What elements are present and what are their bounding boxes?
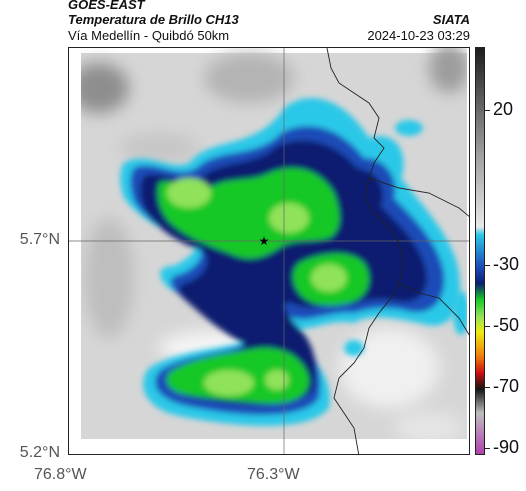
lat-tick-2: 5.2°N xyxy=(19,444,60,461)
datetime-label: 2024-10-23 03:29 xyxy=(367,28,470,43)
colorbar-label-20: 20 xyxy=(493,99,514,119)
lon-tick-2: 76.3°W xyxy=(247,466,300,483)
colorbar-label-minus90: -90 xyxy=(493,437,520,457)
boundary-line xyxy=(326,48,405,454)
colorbar-tick xyxy=(485,326,490,327)
satellite-title: GOES-EAST xyxy=(68,0,145,12)
org-label: SIATA xyxy=(432,12,470,27)
product-title: Temperatura de Brillo CH13 xyxy=(68,12,239,27)
colorbar-label-minus30: -30 xyxy=(493,254,520,274)
colorbar-label-minus50: -50 xyxy=(493,315,520,335)
satellite-map: ★ xyxy=(68,47,470,455)
map-canvas: ★ xyxy=(69,48,469,454)
boundary-line-east xyxy=(368,177,469,217)
star-icon: ★ xyxy=(259,234,270,248)
colorbar-label-minus70: -70 xyxy=(493,376,520,396)
colorbar-tick xyxy=(485,387,490,388)
colorbar-tick xyxy=(485,265,490,266)
isolated-cells xyxy=(344,120,469,356)
colorbar xyxy=(475,47,485,455)
colorbar-tick xyxy=(485,448,490,449)
boundary-line-se xyxy=(398,282,469,336)
lat-tick-1: 5.7°N xyxy=(19,231,60,248)
lon-tick-1: 76.8°W xyxy=(34,466,87,483)
cold-cloud-tops xyxy=(120,98,460,426)
colorbar-tick xyxy=(485,110,490,111)
route-subtitle: Vía Medellín - Quibdó 50km xyxy=(68,28,230,43)
